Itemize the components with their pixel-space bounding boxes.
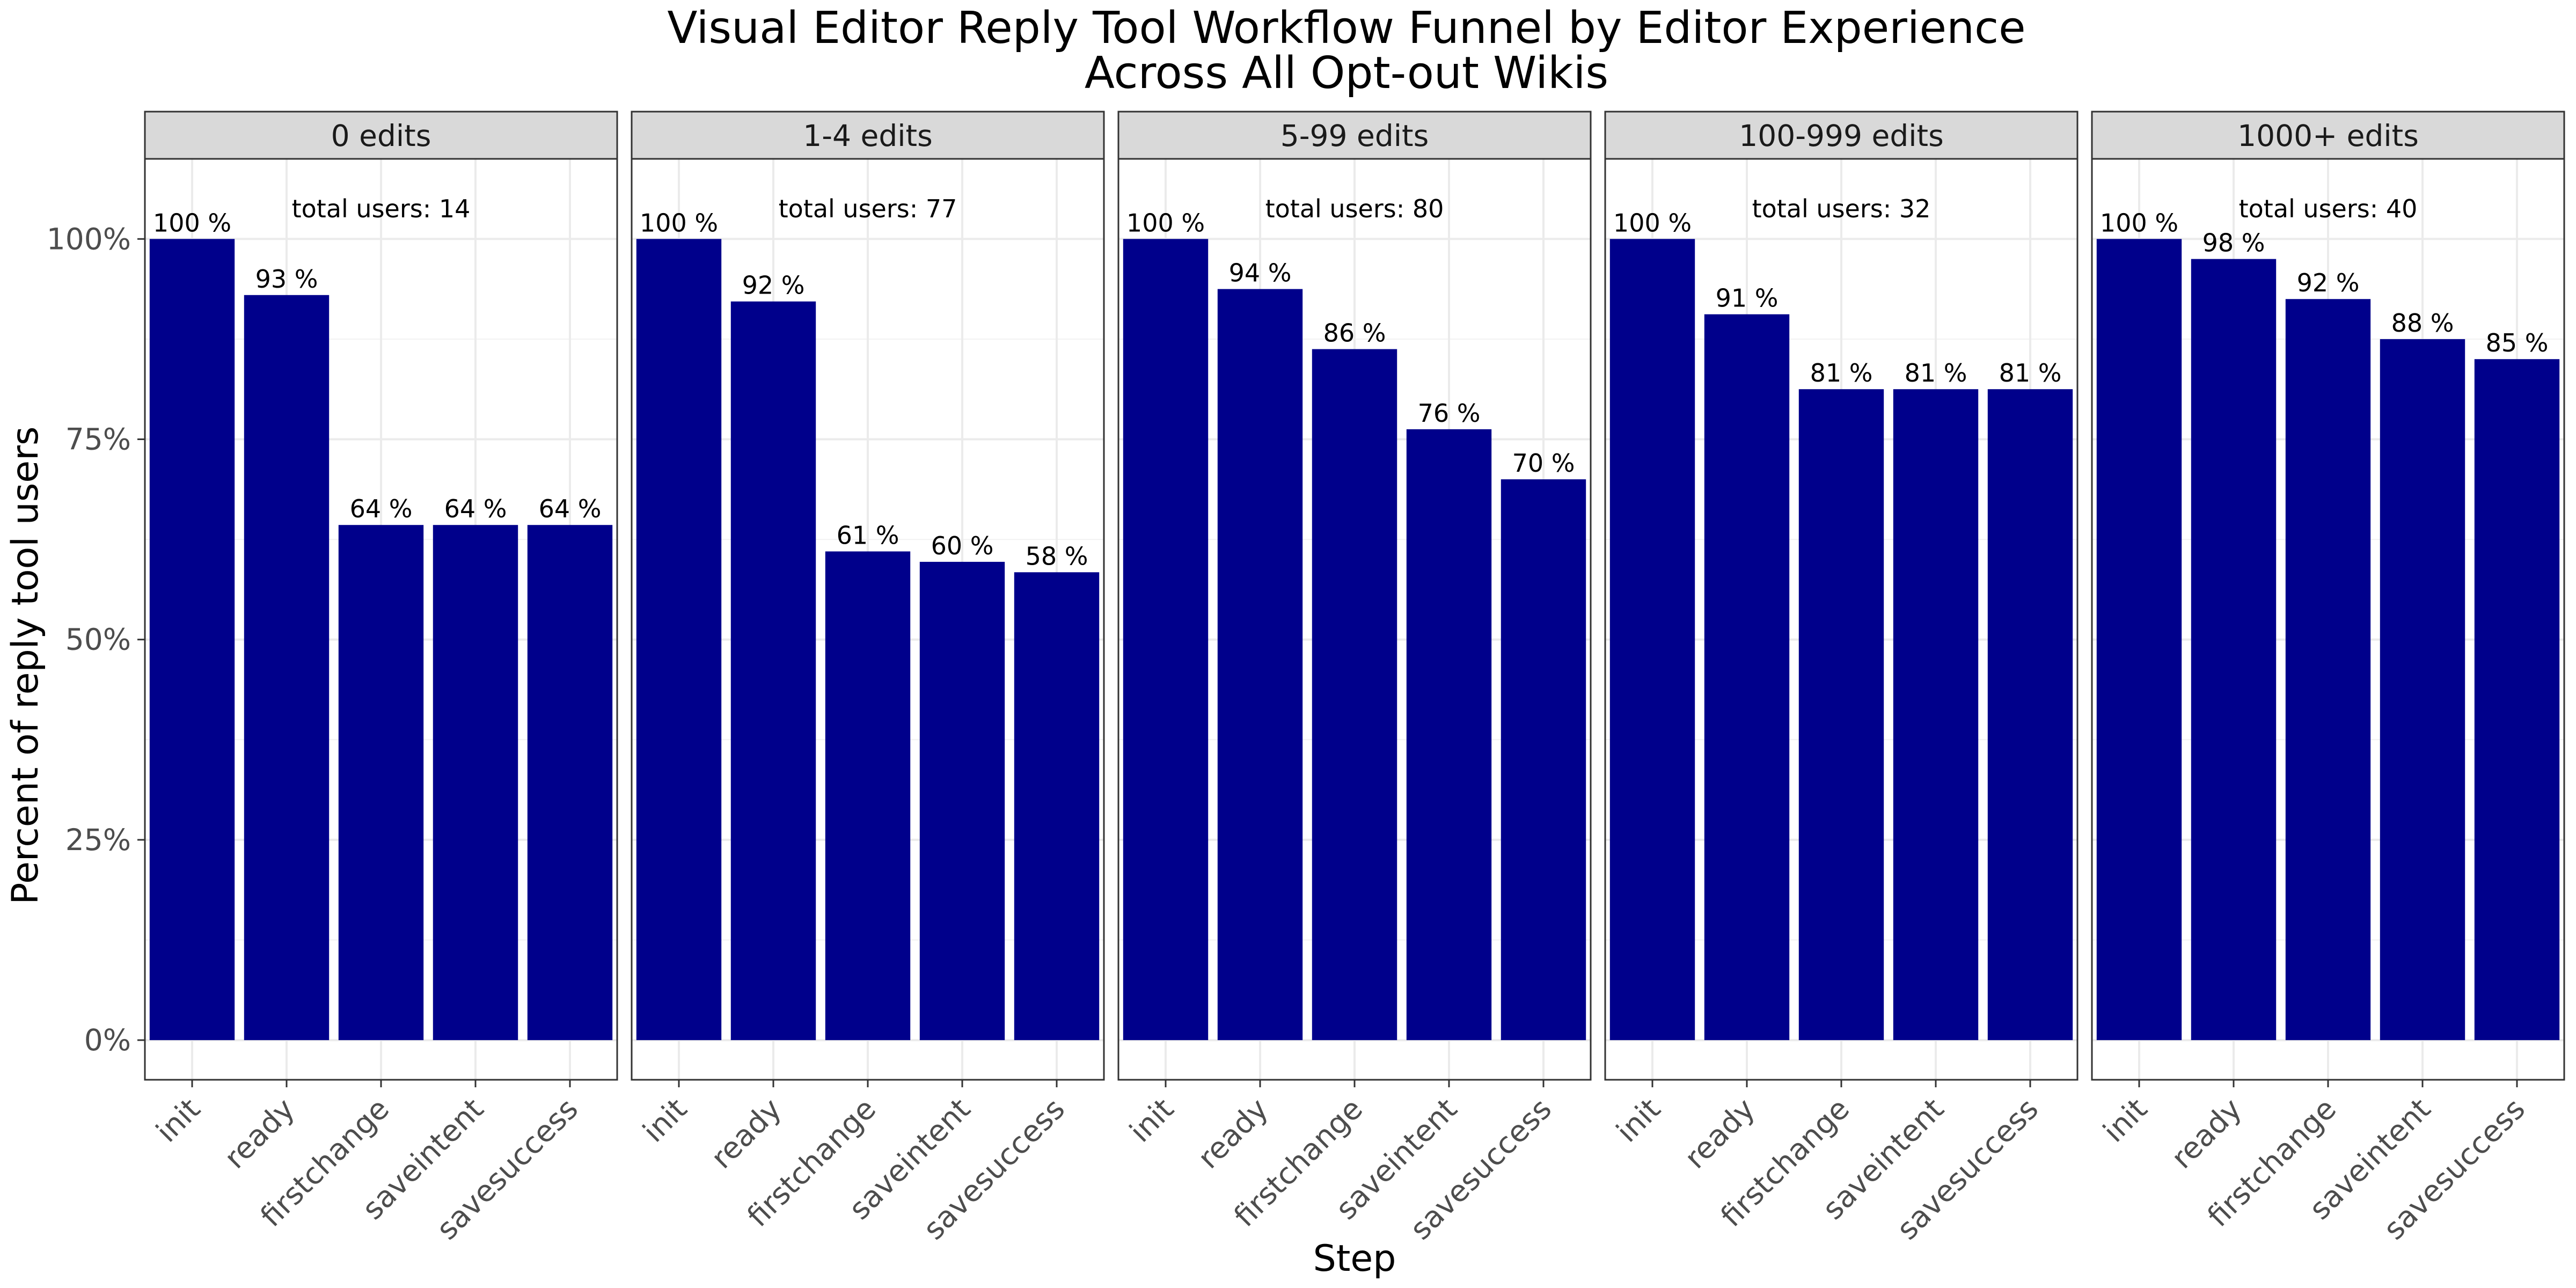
y-tick-label: 25% — [65, 823, 131, 857]
bar-value-label: 92 % — [742, 271, 805, 300]
bar — [2096, 239, 2182, 1041]
facet-strip — [2091, 111, 2565, 160]
bar — [2474, 359, 2560, 1041]
facet-strip-label: 0 edits — [331, 119, 431, 153]
total-users-label: total users: 32 — [1752, 194, 1931, 223]
bar — [636, 239, 722, 1041]
bar — [1704, 314, 1790, 1041]
bar — [1217, 289, 1303, 1041]
bar-value-label: 92 % — [2297, 268, 2360, 297]
bar-value-label: 58 % — [1026, 541, 1088, 570]
bar-value-label: 81 % — [1810, 358, 1873, 387]
y-tick-label: 100% — [47, 222, 131, 256]
bar-value-label: 81 % — [1905, 358, 1967, 387]
bar — [1609, 239, 1695, 1041]
chart-title-line-1: Visual Editor Reply Tool Workflow Funnel… — [667, 3, 2025, 54]
facet-panel: 100 % 94 % 86 % 76 % 70 % total users: 80 5-99… — [1117, 111, 1592, 1246]
total-users-label: total users: 77 — [779, 194, 957, 223]
bar — [1987, 389, 2073, 1041]
bar — [1406, 429, 1492, 1041]
facet-panel: 100 % 92 % 61 % 60 % 58 % total users: 77 1-4 … — [631, 111, 1105, 1246]
y-tick-label: 75% — [65, 422, 131, 456]
facet-strip-label: 1-4 edits — [803, 119, 933, 153]
facet-panel: 100 % 98 % 92 % 88 % 85 % total users: 40 1000… — [2091, 111, 2565, 1246]
bar — [433, 525, 518, 1041]
bar-value-label: 60 % — [931, 531, 994, 560]
bar-value-label: 100 % — [2100, 208, 2178, 237]
bar — [244, 295, 330, 1041]
y-axis: 0% 25% 50% 75% 100% — [47, 222, 145, 1057]
bar — [1501, 479, 1586, 1041]
bar — [1123, 239, 1209, 1041]
bar-value-label: 70 % — [1512, 449, 1575, 478]
bar — [1014, 572, 1100, 1041]
facet-panels: 100 % 93 % 64 % 64 % 64 % total users: 14 0 ed… — [144, 111, 2565, 1246]
facet-panel: 100 % 91 % 81 % 81 % 81 % total users: 32 100-… — [1604, 111, 2079, 1246]
bar-value-label: 76 % — [1418, 399, 1481, 428]
total-users-label: total users: 40 — [2239, 194, 2418, 223]
y-tick-label: 0% — [84, 1023, 131, 1057]
bar-value-label: 86 % — [1323, 319, 1386, 348]
bar — [919, 561, 1005, 1041]
facet-strip-label: 5-99 edits — [1280, 119, 1429, 153]
bar — [1798, 389, 1884, 1041]
bar-value-label: 64 % — [539, 494, 602, 523]
bar-value-label: 64 % — [350, 494, 413, 523]
bar — [730, 301, 816, 1041]
bar-value-label: 61 % — [837, 521, 899, 550]
bar-value-label: 88 % — [2391, 309, 2454, 338]
bar-value-label: 81 % — [1999, 358, 2062, 387]
total-users-label: total users: 80 — [1265, 194, 1444, 223]
chart-title-line-2: Across All Opt-out Wikis — [1085, 48, 1608, 99]
bar — [2380, 339, 2465, 1041]
bar-value-label: 94 % — [1229, 259, 1292, 288]
bar — [1312, 349, 1397, 1041]
bar-value-label: 98 % — [2202, 229, 2265, 258]
total-users-label: total users: 14 — [292, 194, 471, 223]
bar — [825, 551, 911, 1041]
bar-value-label: 100 % — [1126, 208, 1205, 237]
x-axis-title: Step — [1313, 1238, 1396, 1280]
facet-strip — [1604, 111, 2079, 160]
bar — [2285, 299, 2371, 1041]
bar-value-label: 100 % — [153, 208, 231, 237]
bar-value-label: 100 % — [1613, 208, 1692, 237]
facet-strip — [144, 111, 618, 160]
facet-panel: 100 % 93 % 64 % 64 % 64 % total users: 14 0 ed… — [144, 111, 618, 1246]
bar — [149, 239, 235, 1041]
bar — [527, 525, 613, 1041]
bar — [2191, 259, 2277, 1041]
bar-value-label: 93 % — [255, 265, 318, 294]
y-tick-label: 50% — [65, 623, 131, 657]
bar-value-label: 85 % — [2486, 328, 2549, 357]
bar — [338, 525, 424, 1041]
bar-value-label: 64 % — [444, 494, 507, 523]
bar-value-label: 91 % — [1716, 284, 1779, 313]
facet-strip-label: 1000+ edits — [2237, 119, 2419, 153]
facet-strip-label: 100-999 edits — [1739, 119, 1944, 153]
facet-strip — [1117, 111, 1592, 160]
y-axis-title: Percent of reply tool users — [4, 427, 47, 905]
bar — [1893, 389, 1979, 1041]
bar-value-label: 100 % — [640, 208, 718, 237]
facet-strip — [631, 111, 1105, 160]
